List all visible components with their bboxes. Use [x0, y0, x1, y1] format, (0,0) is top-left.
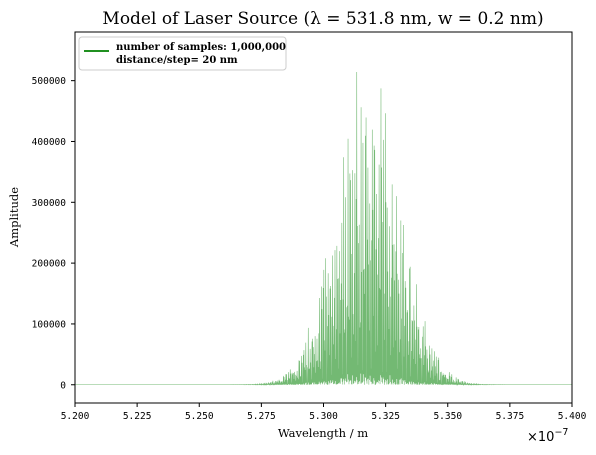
x-tick-label: 5.200: [61, 411, 90, 422]
x-axis: 5.200 5.225 5.250 5.275 5.300 5.325 5.350 5.375…: [61, 403, 587, 422]
x-axis-multiplier: ×10−7: [527, 427, 568, 445]
y-tick-label: 200000: [32, 259, 67, 270]
x-axis-multiplier-exponent: −7: [554, 427, 568, 438]
legend: number of samples: 1,000,000 distance/st…: [78, 36, 287, 71]
y-axis: 0 100000 200000 300000 400000 500000: [32, 76, 75, 391]
chart-title: Model of Laser Source (λ = 531.8 nm, w =…: [102, 9, 543, 29]
legend-label-samples: number of samples: 1,000,000: [116, 42, 286, 53]
x-tick-label: 5.225: [123, 411, 152, 422]
x-tick-label: 5.325: [371, 411, 400, 422]
legend-box: [78, 36, 287, 71]
y-axis-label: Amplitude: [7, 187, 21, 248]
x-axis-multiplier-base: ×10: [527, 430, 554, 445]
y-tick-label: 300000: [32, 198, 67, 209]
y-tick-label: 0: [60, 380, 66, 391]
x-tick-label: 5.250: [185, 411, 214, 422]
y-tick-label: 500000: [32, 76, 67, 87]
legend-label-step: distance/step= 20 nm: [116, 55, 238, 66]
y-tick-label: 400000: [32, 137, 67, 148]
series-group: [75, 71, 572, 386]
series-line-laser-signal: [75, 71, 572, 386]
x-tick-label: 5.375: [496, 411, 525, 422]
x-tick-label: 5.275: [247, 411, 276, 422]
x-tick-label: 5.300: [309, 411, 338, 422]
x-axis-label: Wavelength / m: [278, 426, 368, 440]
y-tick-label: 100000: [32, 319, 67, 330]
x-tick-label: 5.400: [558, 411, 587, 422]
x-tick-label: 5.350: [433, 411, 462, 422]
plot-area: [74, 31, 573, 404]
